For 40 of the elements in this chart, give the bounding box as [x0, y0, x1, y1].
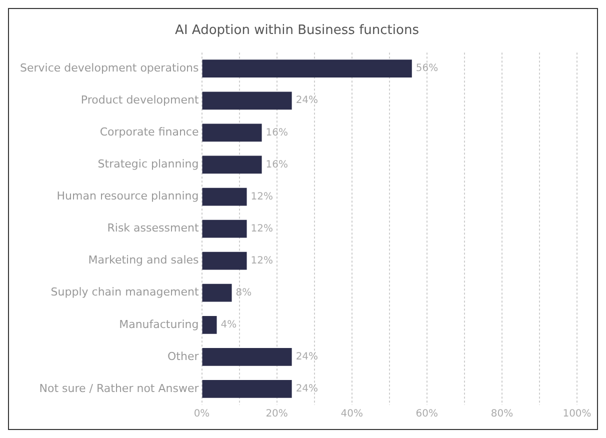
data-label: 4%	[220, 320, 237, 331]
bar	[202, 252, 247, 270]
x-tick-label: 20%	[266, 408, 288, 420]
data-label: 24%	[296, 95, 318, 106]
bar	[202, 124, 262, 142]
data-label: 12%	[250, 223, 274, 234]
bar	[202, 284, 232, 302]
data-label: 56%	[416, 63, 438, 74]
y-tick-label: Other	[168, 350, 200, 363]
data-label: 16%	[266, 159, 288, 170]
bar	[202, 60, 412, 78]
chart-title: AI Adoption within Business functions	[175, 23, 420, 38]
y-tick-label: Corporate finance	[100, 126, 199, 139]
bar	[202, 156, 262, 174]
x-tick-label: 100%	[562, 408, 592, 420]
y-tick-label: Marketing and sales	[88, 254, 200, 267]
y-tick-label: Risk assessment	[107, 222, 200, 235]
y-tick-label: Supply chain management	[50, 286, 200, 299]
bar	[202, 348, 292, 366]
y-tick-label: Strategic planning	[98, 158, 199, 171]
data-label: 8%	[236, 287, 252, 298]
data-label: 16%	[266, 127, 288, 138]
x-tick-label: 0%	[194, 408, 210, 420]
x-tick-label: 40%	[340, 408, 363, 420]
x-tick-label: 60%	[416, 408, 438, 420]
y-tick-label: Product development	[80, 94, 200, 107]
y-tick-label: Human resource planning	[56, 190, 199, 203]
bar	[202, 220, 247, 238]
bar	[202, 92, 292, 110]
bar	[202, 380, 292, 398]
y-tick-label: Manufacturing	[119, 318, 199, 331]
y-tick-label: Not sure / Rather not Answer	[39, 382, 200, 395]
data-label: 24%	[296, 384, 318, 395]
data-label: 24%	[296, 352, 318, 363]
data-label: 12%	[250, 191, 274, 202]
data-label: 12%	[250, 255, 274, 266]
y-tick-label: Service development operations	[20, 61, 200, 74]
x-tick-label: 80%	[490, 408, 514, 420]
bar	[202, 316, 217, 334]
bar	[202, 188, 247, 206]
